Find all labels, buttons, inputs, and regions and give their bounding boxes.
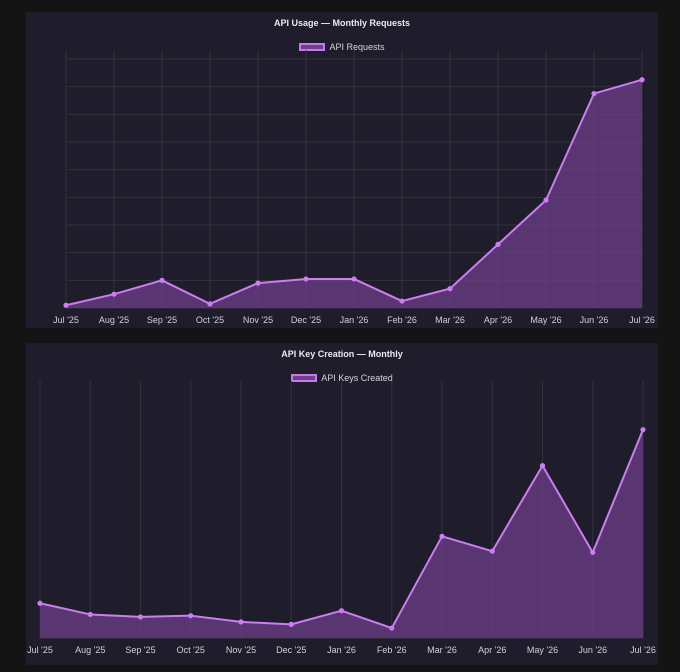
x-tick-label: Mar '26 bbox=[435, 315, 465, 325]
x-tick-label: Nov '25 bbox=[243, 315, 273, 325]
chart-legend[interactable]: API Keys Created bbox=[26, 373, 658, 383]
series-area bbox=[66, 79, 642, 308]
legend-label: API Keys Created bbox=[321, 373, 393, 383]
api-usage-plot: Jul '25 Aug '25 Sep '25 Oct '25 Nov '25 Dec '… bbox=[53, 50, 655, 325]
x-tick-label: Sep '25 bbox=[147, 315, 177, 325]
x-tick-label: Jul '25 bbox=[27, 645, 53, 655]
data-point bbox=[495, 241, 501, 247]
x-tick-label: Apr '26 bbox=[484, 315, 512, 325]
x-tick-label: Sep '25 bbox=[125, 645, 155, 655]
x-tick-label: Oct '25 bbox=[177, 645, 205, 655]
x-tick-label: Jun '26 bbox=[580, 315, 609, 325]
x-tick-label: Mar '26 bbox=[427, 645, 457, 655]
data-point bbox=[338, 608, 345, 614]
data-point bbox=[399, 298, 405, 304]
x-tick-label: Feb '26 bbox=[377, 645, 407, 655]
x-tick-label: Jul '25 bbox=[53, 315, 79, 325]
data-point bbox=[539, 463, 546, 469]
x-tick-label: May '26 bbox=[527, 645, 558, 655]
x-tick-label: Oct '25 bbox=[196, 315, 224, 325]
chart-legend[interactable]: API Requests bbox=[26, 42, 658, 52]
data-point bbox=[255, 280, 261, 286]
x-tick-label: Jul '26 bbox=[629, 315, 655, 325]
data-point bbox=[640, 427, 646, 433]
x-tick-label: Jun '26 bbox=[578, 645, 607, 655]
data-point bbox=[591, 90, 597, 97]
legend-label: API Requests bbox=[329, 42, 385, 52]
x-tick-label: May '26 bbox=[530, 315, 561, 325]
data-point bbox=[37, 600, 43, 606]
x-tick-label: Aug '25 bbox=[75, 645, 105, 655]
data-point bbox=[111, 291, 117, 297]
data-point bbox=[351, 276, 357, 282]
data-point bbox=[87, 611, 93, 618]
x-tick-label: Dec '25 bbox=[291, 315, 321, 325]
data-point bbox=[288, 621, 294, 627]
data-point bbox=[389, 625, 395, 631]
data-point bbox=[447, 286, 453, 292]
data-point bbox=[439, 533, 445, 539]
series-area bbox=[40, 429, 643, 638]
chart-title: API Usage — Monthly Requests bbox=[273, 18, 411, 28]
x-tick-label: Nov '25 bbox=[226, 645, 256, 655]
data-point bbox=[159, 277, 165, 283]
data-point bbox=[543, 197, 549, 203]
x-tick-label: Dec '25 bbox=[276, 645, 306, 655]
legend-swatch bbox=[291, 374, 318, 382]
data-point bbox=[63, 302, 69, 308]
data-point bbox=[639, 77, 645, 83]
data-point bbox=[207, 301, 213, 307]
data-point bbox=[188, 613, 194, 619]
data-point bbox=[590, 549, 596, 556]
x-tick-label: Aug '25 bbox=[99, 315, 129, 325]
legend-swatch bbox=[299, 43, 326, 51]
x-tick-label: Jan '26 bbox=[340, 315, 369, 325]
data-point bbox=[238, 619, 244, 625]
chart-title: API Key Creation — Monthly bbox=[281, 349, 403, 359]
api-usage-chart-panel: API Usage — Monthly Requests API Request… bbox=[26, 12, 658, 328]
x-tick-label: Feb '26 bbox=[387, 315, 417, 325]
data-point bbox=[303, 276, 309, 282]
data-point bbox=[137, 614, 144, 620]
data-point bbox=[489, 548, 495, 554]
x-tick-label: Apr '26 bbox=[478, 645, 506, 655]
x-tick-label: Jul '26 bbox=[630, 645, 656, 655]
x-tick-label: Jan '26 bbox=[327, 645, 356, 655]
api-key-creation-plot: Jul '25 Aug '25 Sep '25 Oct '25 Nov '25 Dec '… bbox=[27, 381, 656, 655]
api-key-creation-chart-panel: API Key Creation — Monthly API Keys Crea… bbox=[26, 343, 658, 665]
